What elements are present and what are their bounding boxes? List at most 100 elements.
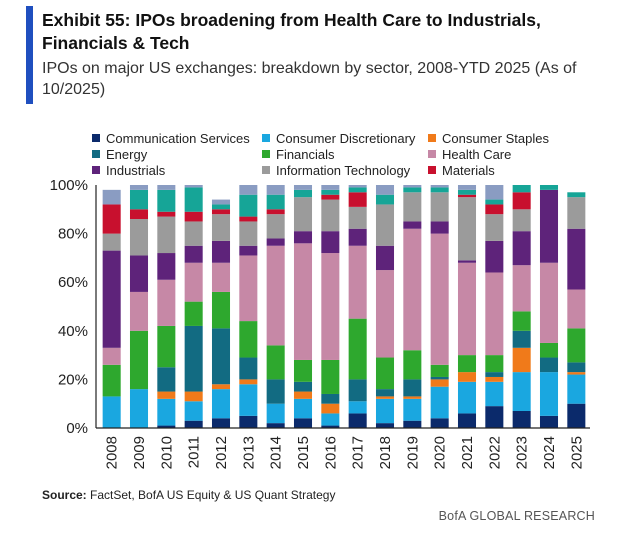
bar-segment: [239, 321, 258, 358]
bar-segment: [375, 398, 395, 424]
bar-segment: [321, 194, 340, 200]
bar-segment: [348, 318, 367, 380]
bar-segment: [403, 398, 422, 421]
bar-segment: [293, 243, 313, 360]
bar-segment: [485, 272, 504, 356]
bar-segment: [321, 359, 340, 394]
bar-segment: [348, 192, 367, 207]
source-text: FactSet, BofA US Equity & US Quant Strat…: [86, 488, 336, 502]
bar-segment: [211, 209, 231, 215]
bar-segment: [239, 379, 258, 385]
legend-swatch: [92, 166, 100, 174]
bar-segment: [211, 389, 231, 419]
bar-segment: [567, 362, 586, 373]
bar-segment: [403, 379, 422, 397]
bar-segment: [539, 357, 559, 373]
bar-segment: [239, 221, 258, 246]
bar-segment: [102, 347, 121, 365]
bar-segment: [567, 374, 586, 404]
bar-segment: [239, 194, 258, 217]
x-tick-label: 2009: [131, 436, 148, 469]
bar-segment: [211, 204, 231, 210]
bar-segment: [239, 245, 258, 256]
x-tick-label: 2018: [377, 436, 394, 469]
bar-segment: [375, 357, 395, 390]
bar-segment: [375, 245, 395, 271]
y-tick-label: 80%: [58, 226, 88, 243]
bar-segment: [430, 187, 449, 193]
bar-segment: [266, 379, 285, 404]
bar-segment: [485, 240, 504, 273]
bar-segment: [512, 330, 531, 348]
x-tick-label: 2010: [158, 436, 175, 469]
bar-segment: [184, 221, 203, 246]
bar-segment: [485, 355, 504, 373]
bar-segment: [430, 233, 449, 365]
bar-segment: [184, 391, 203, 402]
bar-segment: [293, 381, 313, 392]
bar-segment: [457, 355, 477, 373]
bar-segment: [102, 189, 121, 205]
bar-segment: [512, 410, 531, 428]
bar-segment: [321, 189, 340, 195]
legend-label: Financials: [276, 146, 335, 162]
x-tick-label: 2012: [213, 436, 230, 469]
legend-item: Information Technology: [262, 162, 410, 178]
bar-segment: [129, 185, 149, 190]
bar-segment: [102, 250, 121, 348]
bar-segment: [211, 262, 231, 292]
bar-segment: [430, 379, 449, 387]
bar-segment: [457, 413, 477, 428]
legend-item: Consumer Discretionary: [262, 130, 415, 146]
legend-label: Consumer Staples: [442, 130, 549, 146]
bar-segment: [348, 228, 367, 246]
bar-segment: [430, 185, 449, 188]
bar-segment: [539, 262, 559, 343]
bar-segment: [512, 185, 531, 193]
legend-swatch: [92, 150, 100, 158]
x-tick-label: 2020: [432, 436, 449, 469]
source-label: Source:: [42, 488, 87, 502]
bar-segment: [375, 389, 395, 397]
bar-segment: [321, 231, 340, 254]
chart-title: Exhibit 55: IPOs broadening from Health …: [42, 10, 541, 53]
bar-segment: [211, 418, 231, 428]
bar-segment: [457, 189, 477, 195]
bar-segment: [430, 192, 449, 222]
bar-segment: [211, 199, 231, 205]
bar-segment: [184, 325, 203, 392]
legend-item: Energy: [92, 146, 147, 162]
y-tick-label: 100%: [50, 177, 88, 194]
bar-segment: [539, 189, 559, 263]
bar-segment: [184, 301, 203, 326]
bar-segment: [485, 214, 504, 241]
bar-segment: [266, 403, 285, 424]
bar-segment: [321, 253, 340, 360]
bar-segment: [266, 245, 285, 346]
bar-segment: [157, 185, 176, 190]
legend-swatch: [262, 166, 270, 174]
bar-segment: [184, 187, 203, 212]
bar-segment: [485, 199, 504, 205]
bar-segment: [567, 403, 586, 428]
bar-segment: [266, 185, 285, 195]
bar-segment: [348, 413, 367, 428]
y-tick-label: 60%: [58, 274, 88, 291]
source-note: Source: FactSet, BofA US Equity & US Qua…: [42, 488, 335, 502]
bar-segment: [321, 425, 340, 428]
y-tick-label: 20%: [58, 371, 88, 388]
bar-segment: [485, 381, 504, 407]
bar-segment: [485, 185, 504, 200]
bar-segment: [457, 185, 477, 190]
bar-segment: [512, 347, 531, 373]
bar-segment: [157, 279, 176, 326]
bar-segment: [211, 291, 231, 329]
bar-segment: [321, 393, 340, 404]
bar-segment: [293, 359, 313, 382]
bar-segment: [321, 403, 340, 414]
bar-segment: [457, 194, 477, 198]
bar-segment: [403, 350, 422, 380]
legend-item: Communication Services: [92, 130, 250, 146]
x-tick-label: 2013: [240, 436, 257, 469]
bar-segment: [430, 418, 449, 428]
